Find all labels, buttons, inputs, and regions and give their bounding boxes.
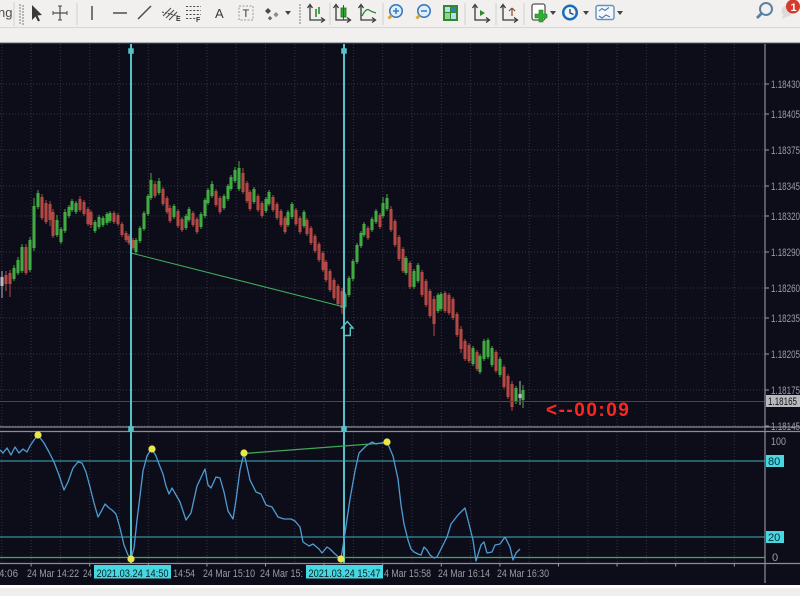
- svg-text:T: T: [243, 8, 250, 20]
- svg-text:1.18320: 1.18320: [771, 211, 800, 223]
- svg-text:24 Mar 16:30: 24 Mar 16:30: [497, 568, 549, 580]
- svg-text:1: 1: [791, 2, 797, 14]
- svg-text:r 14:54: r 14:54: [168, 568, 195, 580]
- svg-text:24 Mar 14:22: 24 Mar 14:22: [27, 568, 79, 580]
- svg-text:1.18205: 1.18205: [771, 349, 800, 361]
- svg-text:1.18405: 1.18405: [771, 109, 800, 121]
- svg-text:24 Mar 15:10: 24 Mar 15:10: [203, 568, 255, 580]
- svg-text:24 Mar 16:14: 24 Mar 16:14: [438, 568, 490, 580]
- svg-text:2021.03.24 14:50: 2021.03.24 14:50: [97, 568, 169, 580]
- svg-text:1.18145: 1.18145: [771, 421, 800, 433]
- svg-text:F: F: [196, 17, 201, 24]
- svg-text:80: 80: [768, 456, 780, 468]
- svg-text:0: 0: [772, 552, 778, 564]
- svg-text:1.18235: 1.18235: [771, 313, 800, 325]
- svg-text:100: 100: [771, 436, 786, 448]
- svg-text:4 Mar 15:58: 4 Mar 15:58: [384, 568, 431, 580]
- svg-text:<--00:09: <--00:09: [546, 400, 630, 421]
- svg-text:1.18290: 1.18290: [771, 247, 800, 259]
- svg-text:1.18165: 1.18165: [768, 396, 797, 408]
- svg-text:A: A: [215, 6, 224, 21]
- svg-text:24: 24: [83, 568, 92, 580]
- svg-text:1.18175: 1.18175: [771, 385, 800, 397]
- svg-text:24 Mar 15:: 24 Mar 15:: [260, 568, 303, 580]
- svg-text:1.18375: 1.18375: [771, 145, 800, 157]
- svg-text:1.18260: 1.18260: [771, 283, 800, 295]
- svg-text:E: E: [176, 16, 181, 23]
- svg-text:4:06: 4:06: [0, 568, 18, 580]
- svg-text:2021.03.24 15:47: 2021.03.24 15:47: [309, 568, 381, 580]
- svg-text:20: 20: [768, 532, 780, 544]
- svg-text:1.18430: 1.18430: [771, 79, 800, 91]
- svg-text:1.18345: 1.18345: [771, 181, 800, 193]
- svg-text:ng: ng: [0, 5, 12, 20]
